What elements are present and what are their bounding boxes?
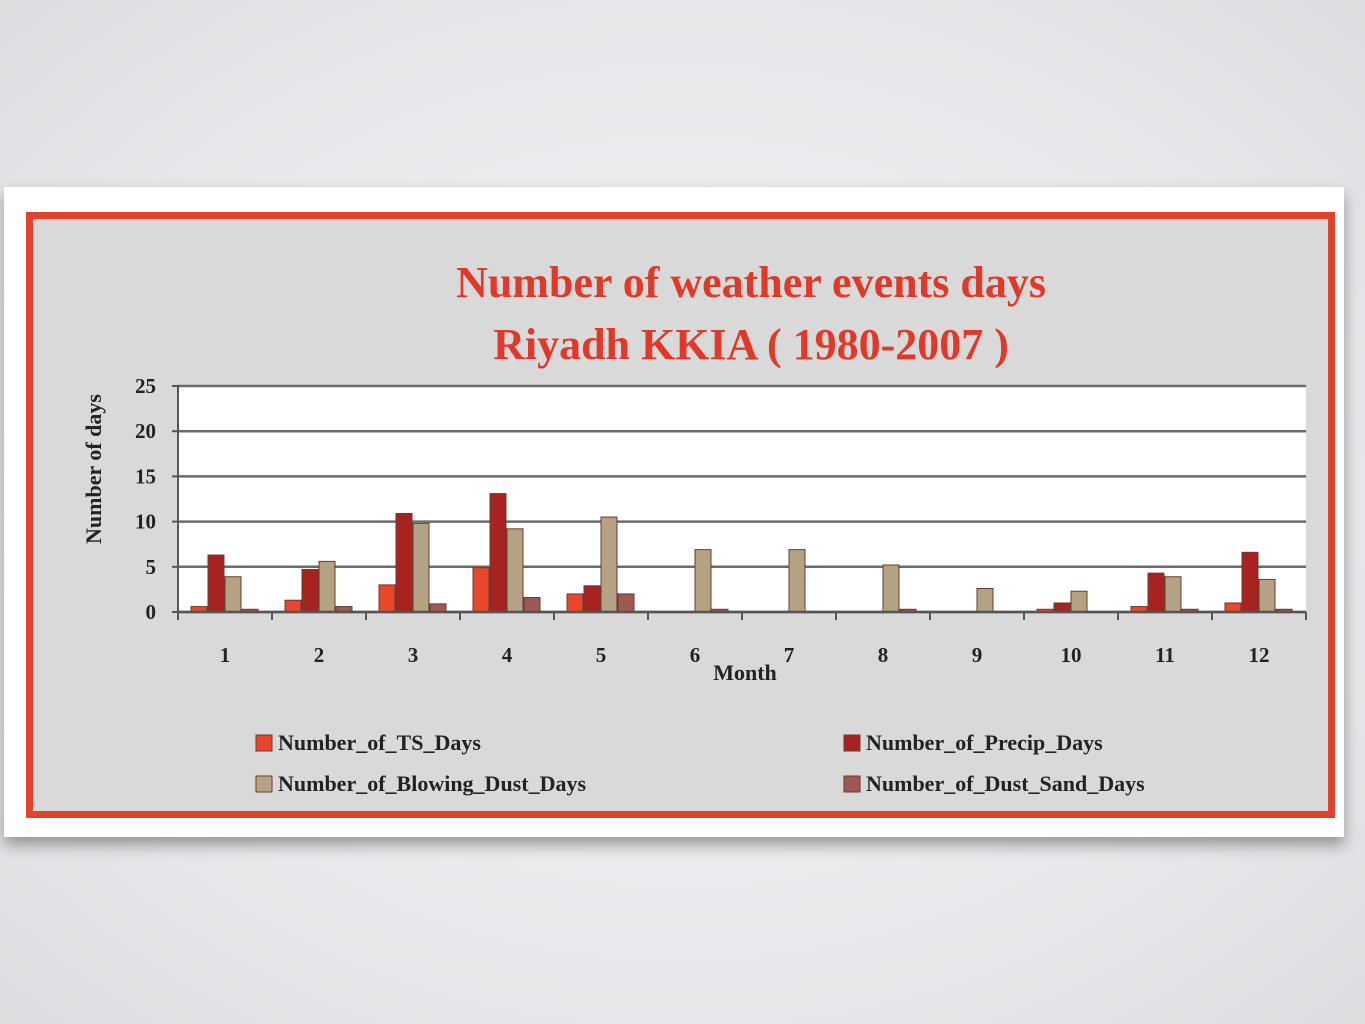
- x-tick-label: 10: [1061, 643, 1082, 667]
- legend-swatch: [255, 734, 273, 752]
- bar-Number_of_Blowing_Dust_Days-1: [224, 576, 242, 613]
- x-tick-label: 6: [690, 643, 701, 667]
- bar-Number_of_Blowing_Dust_Days-4: [506, 528, 524, 613]
- legend-swatch: [843, 734, 861, 752]
- x-tick-label: 2: [314, 643, 325, 667]
- x-ticks: 1 2 3 4 5 6 7 8 9 10 11 12: [177, 612, 1307, 667]
- bar-Number_of_TS_Days-4: [472, 567, 490, 613]
- bar-Number_of_Dust_Sand_Days-4: [523, 597, 541, 613]
- bar-Number_of_Precip_Days-1: [207, 554, 225, 613]
- bar-Number_of_Blowing_Dust_Days-9: [976, 587, 994, 613]
- legend: Number_of_TS_Days Number_of_Precip_Days Nu…: [255, 730, 1145, 796]
- bar-Number_of_TS_Days-12: [1224, 602, 1242, 613]
- chart: Number of weather events days Riyadh KKI…: [81, 258, 1307, 796]
- legend-swatch: [843, 775, 861, 793]
- legend-label: Number_of_TS_Days: [278, 730, 481, 755]
- bar-Number_of_Blowing_Dust_Days-12: [1258, 578, 1276, 613]
- bar-Number_of_Blowing_Dust_Days-3: [412, 522, 430, 613]
- x-tick-label: 3: [408, 643, 419, 667]
- y-ticks: 0 5 10 15 20 25: [135, 374, 178, 624]
- bar-Number_of_Blowing_Dust_Days-7: [788, 549, 806, 613]
- chart-title-line-2: Riyadh KKIA ( 1980-2007 ): [493, 320, 1009, 369]
- bar-Number_of_Dust_Sand_Days-5: [617, 593, 635, 613]
- y-tick-label: 25: [135, 374, 156, 398]
- x-tick-label: 1: [220, 643, 231, 667]
- x-tick-label: 9: [972, 643, 983, 667]
- bar-Number_of_Blowing_Dust_Days-5: [600, 516, 618, 613]
- x-axis-label: Month: [713, 660, 777, 685]
- bar-Number_of_TS_Days-5: [566, 593, 584, 613]
- bar-Number_of_TS_Days-2: [284, 599, 302, 613]
- bar-Number_of_Precip_Days-4: [489, 493, 507, 613]
- bar-Number_of_Precip_Days-11: [1147, 572, 1165, 613]
- x-tick-label: 7: [784, 643, 795, 667]
- bar-Number_of_Precip_Days-10: [1053, 602, 1071, 613]
- legend-label: Number_of_Precip_Days: [866, 730, 1103, 755]
- x-tick-label: 5: [596, 643, 607, 667]
- bar-Number_of_Blowing_Dust_Days-8: [882, 564, 900, 613]
- bar-Number_of_Precip_Days-2: [301, 569, 319, 613]
- x-tick-label: 11: [1155, 643, 1175, 667]
- legend-swatch: [255, 775, 273, 793]
- bar-Number_of_Blowing_Dust_Days-10: [1070, 590, 1088, 613]
- y-axis-label: Number of days: [81, 394, 106, 544]
- plot-area: [178, 386, 1306, 612]
- y-tick-label: 5: [146, 555, 157, 579]
- chart-title-line-1: Number of weather events days: [456, 258, 1046, 307]
- bar-Number_of_TS_Days-3: [378, 584, 396, 613]
- legend-label: Number_of_Blowing_Dust_Days: [278, 771, 586, 796]
- y-tick-label: 15: [135, 464, 156, 488]
- bar-Number_of_Blowing_Dust_Days-2: [318, 560, 336, 613]
- y-tick-label: 20: [135, 419, 156, 443]
- bar-Number_of_Precip_Days-5: [583, 585, 601, 613]
- bar-Number_of_Precip_Days-12: [1241, 551, 1259, 613]
- y-tick-label: 0: [146, 600, 157, 624]
- x-tick-label: 4: [502, 643, 513, 667]
- bar-Number_of_Blowing_Dust_Days-11: [1164, 576, 1182, 613]
- x-tick-label: 12: [1249, 643, 1270, 667]
- bar-Number_of_Blowing_Dust_Days-6: [694, 549, 712, 613]
- slide-card: Number of weather events days Riyadh KKI…: [4, 187, 1344, 837]
- bar-Number_of_Precip_Days-3: [395, 512, 413, 613]
- x-tick-label: 8: [878, 643, 889, 667]
- chart-frame: Number of weather events days Riyadh KKI…: [26, 212, 1335, 818]
- legend-label: Number_of_Dust_Sand_Days: [866, 771, 1145, 796]
- y-tick-label: 10: [135, 510, 156, 534]
